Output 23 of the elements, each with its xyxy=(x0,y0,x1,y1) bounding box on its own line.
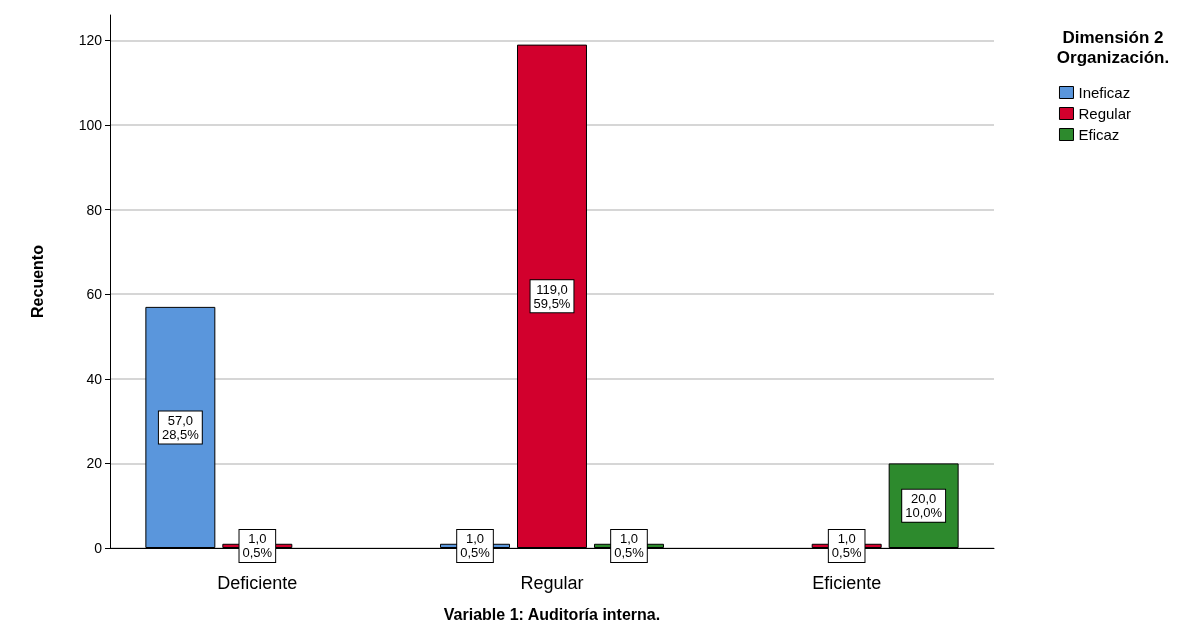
legend-label: Regular xyxy=(1078,105,1131,122)
legend-title: Dimensión 2 Organización. xyxy=(1056,27,1170,67)
legend-label: Eficaz xyxy=(1078,126,1120,143)
x-axis-title: Variable 1: Auditoría interna. xyxy=(443,605,661,623)
y-tick-label: 100 xyxy=(78,116,103,133)
y-tick-label: 80 xyxy=(86,201,103,218)
y-tick-label: 20 xyxy=(86,455,103,472)
y-tick-label: 0 xyxy=(94,540,103,556)
y-tick-label: 120 xyxy=(78,32,103,49)
x-tick-label: Regular xyxy=(520,573,584,593)
data-label: 57,0 28,5% xyxy=(161,412,200,442)
x-tick-label: Eficiente xyxy=(812,573,882,593)
data-label: 1,0 0,5% xyxy=(460,531,491,561)
data-label: 1,0 0,5% xyxy=(242,531,273,561)
y-tick-label: 60 xyxy=(86,286,103,303)
data-label: 1,0 0,5% xyxy=(831,531,862,561)
y-tick-label: 40 xyxy=(86,370,103,387)
y-axis-title: Recuento xyxy=(28,244,46,318)
data-label: 119,0 59,5% xyxy=(533,281,571,311)
x-tick-label: Deficiente xyxy=(217,573,298,593)
legend-label: Ineficaz xyxy=(1078,84,1131,101)
data-label: 20,0 10,0% xyxy=(905,491,943,521)
data-label: 1,0 0,5% xyxy=(614,531,645,561)
